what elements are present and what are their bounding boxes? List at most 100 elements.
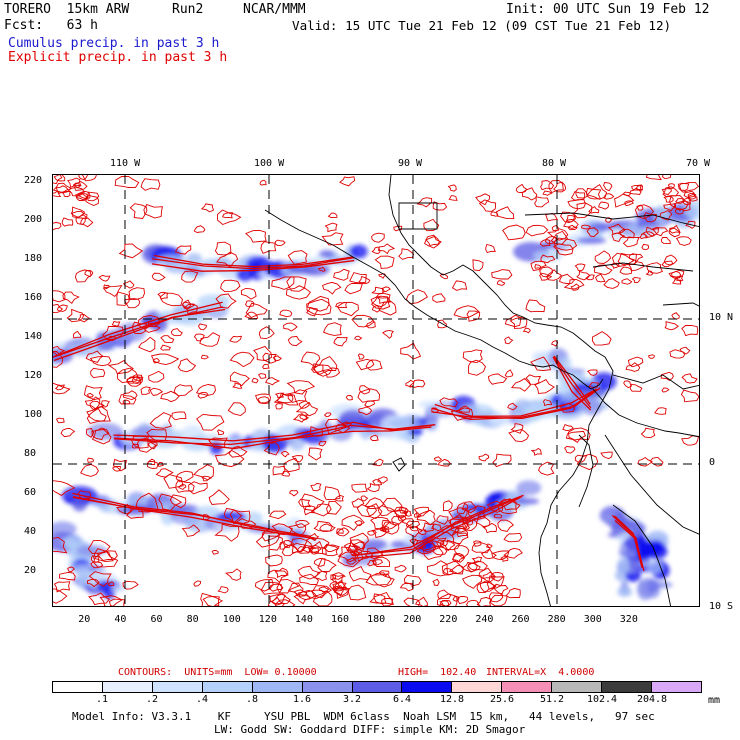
explicit-contour (534, 379, 555, 394)
cumulus-cell (72, 496, 88, 512)
explicit-contour (594, 250, 612, 264)
explicit-contour (151, 272, 166, 282)
explicit-contour (511, 377, 532, 392)
explicit-contour (200, 354, 209, 360)
forecast-hour: Fcst: 63 h (4, 18, 98, 33)
explicit-contour (283, 322, 298, 332)
model-physics: LW: Godd SW: Goddard DIFF: simple KM: 2D… (214, 723, 526, 736)
explicit-contour (298, 400, 310, 409)
explicit-contour (214, 449, 245, 468)
explicit-contour (570, 191, 586, 201)
explicit-contour (344, 282, 363, 295)
explicit-field-title: Explicit precip. in past 3 h (8, 50, 228, 65)
explicit-contour (447, 184, 457, 192)
explicit-contour (86, 392, 94, 398)
explicit-contour (373, 591, 394, 605)
model-info: Model Info: V3.3.1 KF YSU PBL WDM 6class… (72, 710, 655, 723)
explicit-contour (197, 391, 209, 399)
explicit-contour (220, 279, 241, 293)
explicit-contour (349, 272, 367, 284)
explicit-contour (674, 208, 684, 215)
contour-high: HIGH= 102.40 (398, 667, 477, 678)
legend-swatch (252, 682, 303, 692)
x-tick: 40 (114, 614, 127, 625)
explicit-contour (152, 257, 355, 270)
explicit-contour (598, 201, 610, 210)
explicit-contour (370, 572, 395, 588)
legend-tick: 12.8 (439, 694, 465, 705)
explicit-contour (345, 395, 353, 401)
legend-swatch (602, 682, 653, 692)
legend-swatch (452, 682, 503, 692)
explicit-contour (269, 593, 286, 605)
explicit-contour (87, 539, 111, 554)
explicit-contour (348, 566, 372, 582)
legend-swatch (552, 682, 603, 692)
explicit-contour (85, 428, 95, 438)
explicit-contour (66, 308, 85, 323)
explicit-contour (370, 295, 388, 308)
explicit-contour (298, 498, 312, 508)
lon-label: 100 W (254, 158, 285, 169)
explicit-contour (370, 296, 391, 310)
precip-map (52, 174, 700, 607)
explicit-contour (211, 549, 219, 555)
explicit-contour (436, 593, 458, 606)
explicit-contour (372, 479, 383, 486)
explicit-contour (432, 201, 448, 211)
explicit-contour (572, 202, 593, 219)
explicit-contour (281, 470, 291, 477)
explicit-contour (453, 305, 480, 318)
legend-unit: mm (708, 695, 721, 706)
explicit-contour (530, 447, 542, 456)
explicit-contour (381, 526, 390, 533)
y-tick: 220 (24, 175, 43, 186)
explicit-contour (508, 429, 530, 443)
explicit-contour (153, 254, 354, 268)
explicit-contour (437, 319, 447, 329)
explicit-contour (624, 200, 634, 207)
explicit-contour (318, 266, 326, 272)
explicit-contour (510, 423, 524, 434)
explicit-contour (93, 550, 119, 568)
legend-tick: 25.6 (489, 694, 515, 705)
explicit-contour (360, 495, 369, 502)
explicit-contour (306, 295, 330, 312)
explicit-contour (603, 193, 615, 200)
explicit-contour (416, 197, 433, 208)
explicit-contour (502, 224, 526, 241)
explicit-contour (364, 497, 385, 509)
explicit-contour (416, 509, 436, 526)
explicit-contour (113, 424, 436, 446)
x-tick: 220 (439, 614, 458, 625)
explicit-contour (591, 331, 612, 346)
explicit-contour (567, 427, 591, 441)
explicit-precip-contours (53, 175, 699, 606)
explicit-contour (330, 574, 337, 581)
explicit-contour (405, 379, 415, 388)
explicit-contour (509, 316, 528, 329)
explicit-contour (331, 572, 346, 580)
explicit-contour (293, 594, 311, 605)
explicit-contour (668, 271, 682, 280)
explicit-contour (594, 264, 613, 276)
y-tick: 100 (24, 409, 43, 420)
explicit-contour (227, 402, 246, 416)
explicit-contour (540, 254, 556, 264)
explicit-contour (175, 470, 194, 483)
explicit-contour (200, 203, 215, 213)
explicit-contour (201, 475, 213, 482)
explicit-contour (567, 224, 578, 231)
y-tick: 120 (24, 370, 43, 381)
explicit-contour (295, 401, 319, 417)
explicit-contour (424, 234, 442, 249)
explicit-contour (287, 582, 304, 596)
legend-swatch (652, 682, 701, 692)
explicit-contour (559, 273, 576, 284)
explicit-contour (74, 269, 92, 283)
explicit-contour (160, 390, 180, 403)
explicit-contour (308, 447, 323, 461)
explicit-contour (303, 505, 316, 516)
explicit-contour (193, 225, 206, 233)
explicit-contour (265, 554, 283, 567)
